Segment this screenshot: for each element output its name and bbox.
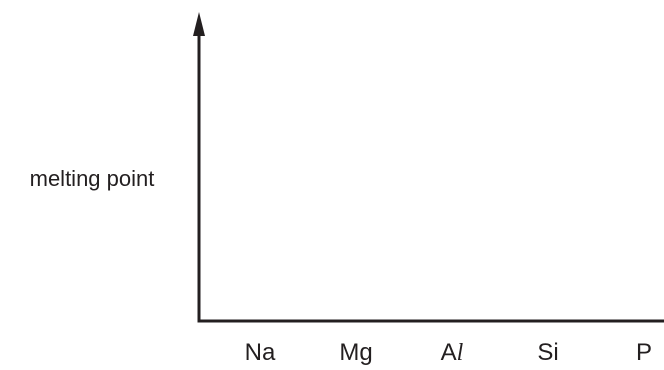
x-tick-label-na: Na [245, 339, 276, 365]
x-tick-labels: Na Mg Al Si P [245, 339, 652, 366]
x-tick-label-al: Al [441, 339, 464, 365]
y-axis-label: melting point [30, 166, 155, 191]
x-tick-label-p: P [636, 339, 652, 365]
x-tick-label-mg: Mg [339, 339, 372, 365]
y-axis-arrow-icon [193, 12, 205, 36]
x-tick-label-si: Si [537, 339, 558, 365]
